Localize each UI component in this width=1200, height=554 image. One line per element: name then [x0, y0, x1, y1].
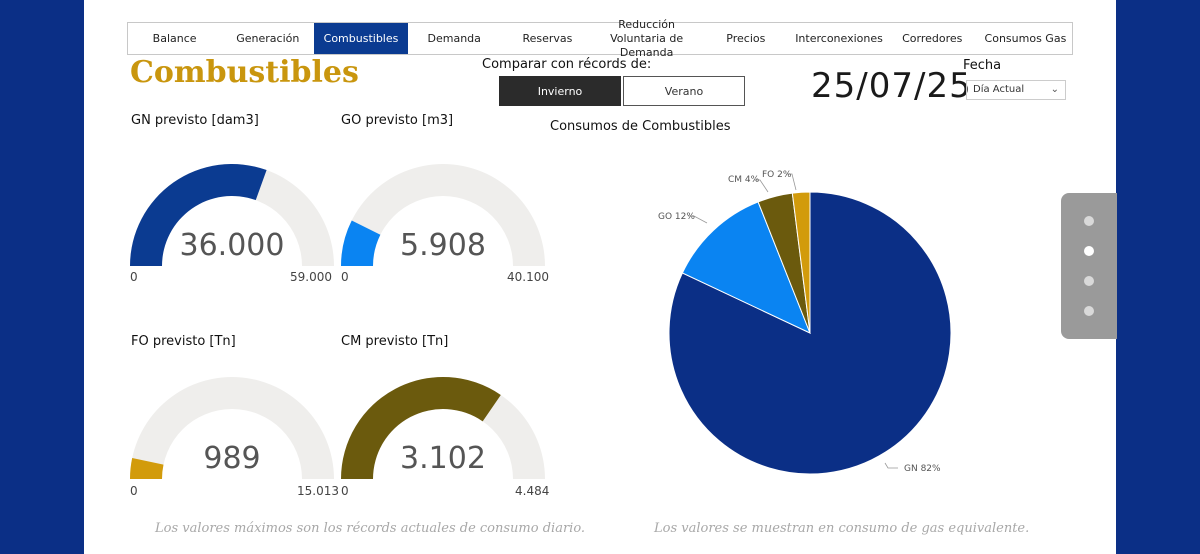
gauge-fo-max: 15.013: [297, 484, 339, 498]
page-dot-4[interactable]: [1084, 306, 1094, 316]
pie-leader-fo: [786, 173, 797, 191]
date-filter-label: Fecha: [963, 58, 1002, 73]
current-date: 25/07/25: [811, 66, 972, 106]
pie-label-gn: GN 82%: [904, 464, 941, 474]
gauge-cm-min: 0: [341, 484, 349, 498]
gauge-fo-min: 0: [130, 484, 138, 498]
tab-precios[interactable]: Precios: [726, 31, 766, 45]
gauge-fo-label: FO previsto [Tn]: [131, 334, 236, 349]
pie-chart: GN 82% GO 12% CM 4% FO 2%: [658, 170, 952, 475]
gauge-cm-max: 4.484: [515, 484, 550, 498]
nav-tabs: Balance Generación Combustibles Demanda …: [127, 17, 1073, 59]
tab-combustibles[interactable]: Combustibles: [314, 23, 408, 54]
gauge-go-min: 0: [341, 270, 349, 284]
tab-balance[interactable]: Balance: [152, 31, 197, 45]
gauge-go-label: GO previsto [m3]: [341, 113, 454, 128]
gauge-cm-label: CM previsto [Tn]: [341, 334, 449, 349]
compare-label: Comparar con récords de:: [482, 57, 652, 72]
gauge-cm-fill: [341, 377, 501, 479]
tab-generacion[interactable]: Generación: [236, 31, 300, 45]
pie-leader-gn: [884, 462, 898, 469]
page-dot-2[interactable]: [1084, 246, 1094, 256]
tab-demanda[interactable]: Demanda: [427, 31, 481, 45]
gauge-go-max: 40.100: [507, 270, 549, 284]
tab-corredores[interactable]: Corredores: [902, 31, 963, 45]
gauge-cm: [341, 377, 545, 479]
gauge-fo-track: [130, 377, 334, 479]
gauge-gn-max: 59.000: [290, 270, 332, 284]
page-dot-1[interactable]: [1084, 216, 1094, 226]
gauge-gn-label: GN previsto [dam3]: [131, 113, 259, 128]
date-select[interactable]: Día Actual ⌄: [966, 80, 1066, 100]
gauge-gn: [130, 163, 334, 266]
gauge-go-value: 5.908: [400, 228, 486, 263]
pie-slice-fo[interactable]: [791, 191, 811, 334]
pie-leader-go: [688, 215, 708, 224]
pie-label-fo: FO 2%: [762, 170, 792, 180]
gauge-fo: [130, 377, 334, 479]
page-navigator: [1061, 193, 1117, 339]
gauge-gn-min: 0: [130, 270, 138, 284]
gauge-gn-fill: [130, 163, 267, 266]
gauge-fo-value: 989: [203, 441, 261, 476]
gauge-go-fill: [341, 220, 381, 266]
gauge-fo-fill: [130, 458, 164, 479]
tab-reservas[interactable]: Reservas: [522, 31, 573, 45]
note-gas-equivalent: Los valores se muestran en consumo de ga…: [654, 521, 1030, 536]
pie-label-go: GO 12%: [658, 212, 695, 222]
date-select-value: Día Actual: [973, 84, 1025, 95]
tab-consumos-gas[interactable]: Consumos Gas: [984, 31, 1067, 45]
pie-label-cm: CM 4%: [728, 175, 760, 185]
page-dot-3[interactable]: [1084, 276, 1094, 286]
note-max-records: Los valores máximos son los récords actu…: [155, 521, 586, 536]
tab-interconexiones[interactable]: Interconexiones: [795, 31, 883, 45]
gauge-go-track: [341, 164, 545, 266]
summer-toggle-button[interactable]: Verano: [623, 76, 745, 106]
tab-reduccion-voluntaria[interactable]: Reducción Voluntaria de Demanda: [610, 17, 684, 59]
gauge-go: [341, 164, 545, 266]
winter-toggle-button[interactable]: Invierno: [499, 76, 621, 106]
pie-slice-go[interactable]: [681, 201, 811, 334]
page-title: Combustibles: [130, 55, 359, 90]
pie-chart-title: Consumos de Combustibles: [550, 119, 731, 134]
gauge-cm-value: 3.102: [400, 441, 486, 476]
gauge-gn-value: 36.000: [179, 228, 285, 263]
chevron-down-icon: ⌄: [1050, 84, 1059, 95]
pie-leader-cm: [754, 179, 769, 193]
